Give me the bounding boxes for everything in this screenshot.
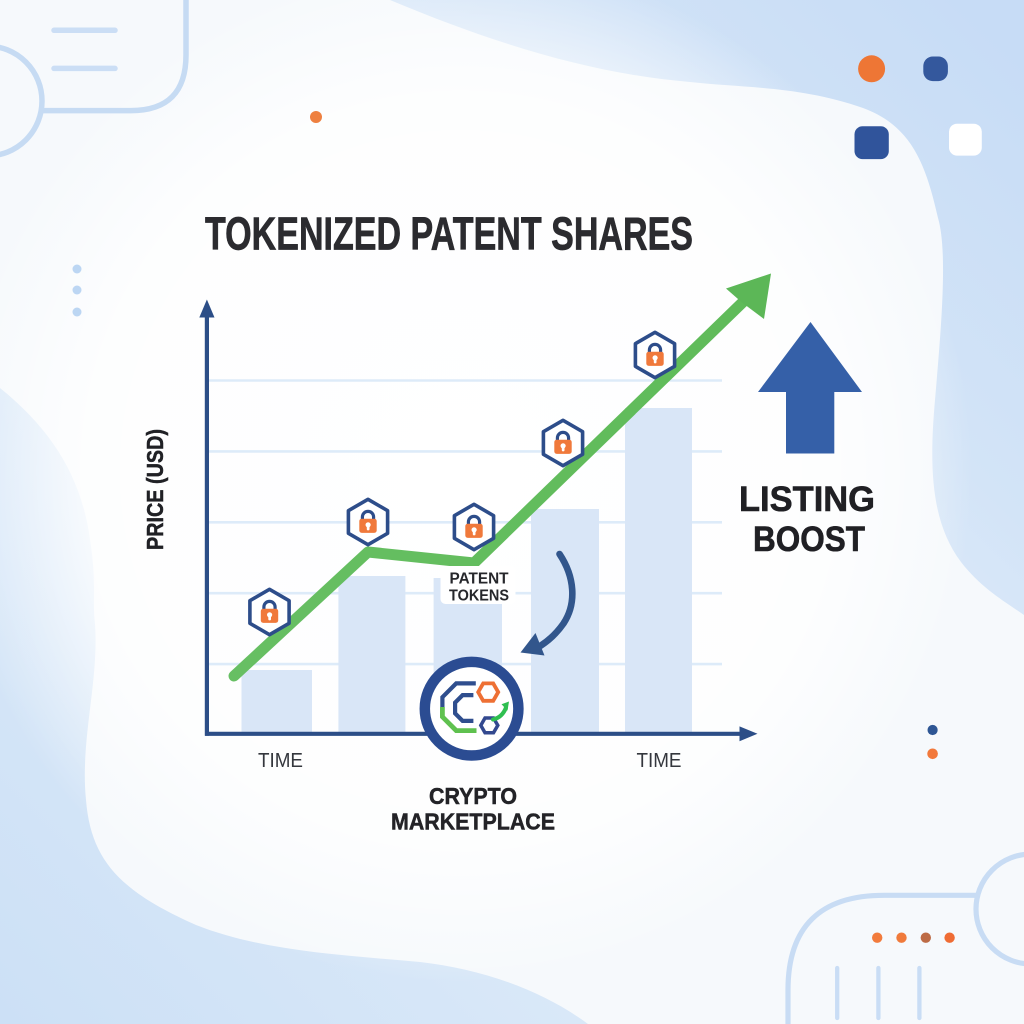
svg-text:PATENT: PATENT bbox=[450, 571, 509, 588]
svg-text:BOOST: BOOST bbox=[753, 519, 865, 559]
svg-text:TOKENIZED PATENT SHARES: TOKENIZED PATENT SHARES bbox=[205, 208, 693, 260]
svg-text:LISTING: LISTING bbox=[739, 479, 875, 519]
svg-text:CRYPTO: CRYPTO bbox=[429, 783, 517, 809]
svg-text:TIME: TIME bbox=[637, 750, 682, 772]
svg-text:TOKENS: TOKENS bbox=[449, 588, 509, 605]
svg-text:MARKETPLACE: MARKETPLACE bbox=[391, 809, 555, 835]
svg-text:PRICE (USD): PRICE (USD) bbox=[142, 429, 168, 550]
svg-text:TIME: TIME bbox=[258, 750, 303, 772]
